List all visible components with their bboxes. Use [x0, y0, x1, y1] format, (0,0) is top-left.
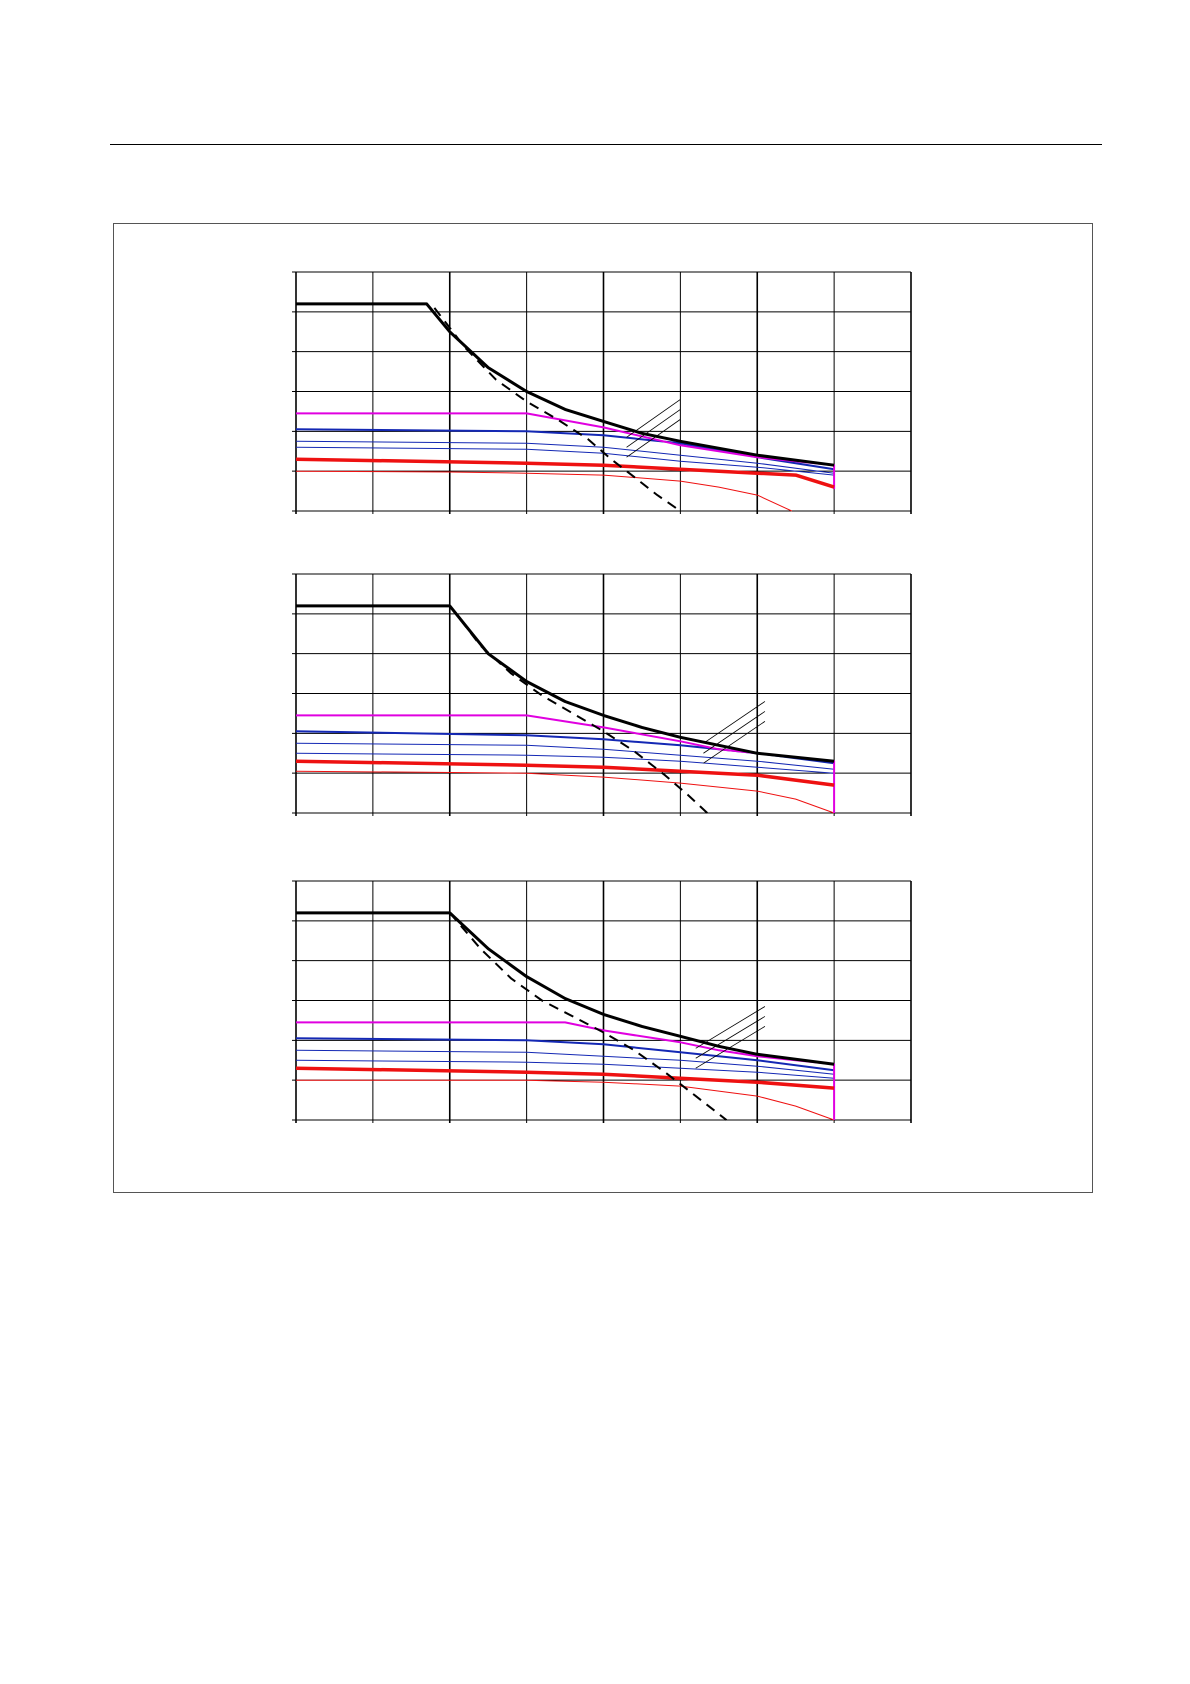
annotation-leader [695, 1016, 766, 1059]
series-line-red-thin [295, 470, 793, 512]
series-line-red-thick [295, 759, 835, 787]
series-line-blue-thin [295, 440, 835, 474]
chart-2 [292, 573, 912, 816]
figure-frame [113, 223, 1093, 1193]
series-line-red-thin [295, 770, 835, 814]
series-line-blue-thin [295, 752, 835, 774]
series-line-dashed-black [449, 912, 728, 1121]
series-line-blue-thin [295, 742, 835, 770]
header-rule [110, 144, 1102, 145]
series-line-blue-thin [295, 1059, 835, 1079]
series-line-thick-black [296, 302, 835, 467]
series-line-red-thick [295, 457, 835, 489]
series-line-thick-black [296, 911, 835, 1066]
annotation-leader [626, 409, 681, 448]
series-line-thick-black [296, 604, 835, 763]
chart-1 [292, 271, 912, 514]
annotation-leader [695, 1006, 766, 1049]
chart-3 [292, 880, 912, 1123]
annotation-leader [703, 701, 766, 744]
annotation-leader [703, 711, 766, 754]
series-line-blue-thin [295, 1049, 835, 1075]
annotation-leader [703, 721, 766, 764]
annotation-leader [695, 1026, 766, 1069]
series-line-red-thick [295, 1066, 835, 1090]
series-line-blue-thick [295, 1037, 835, 1072]
annotation-leader [626, 399, 681, 438]
series-line-dashed-black [433, 307, 681, 512]
series-line-red-thin [296, 1079, 835, 1121]
annotation-leader [626, 419, 681, 458]
series-line-blue-thin [295, 446, 835, 476]
